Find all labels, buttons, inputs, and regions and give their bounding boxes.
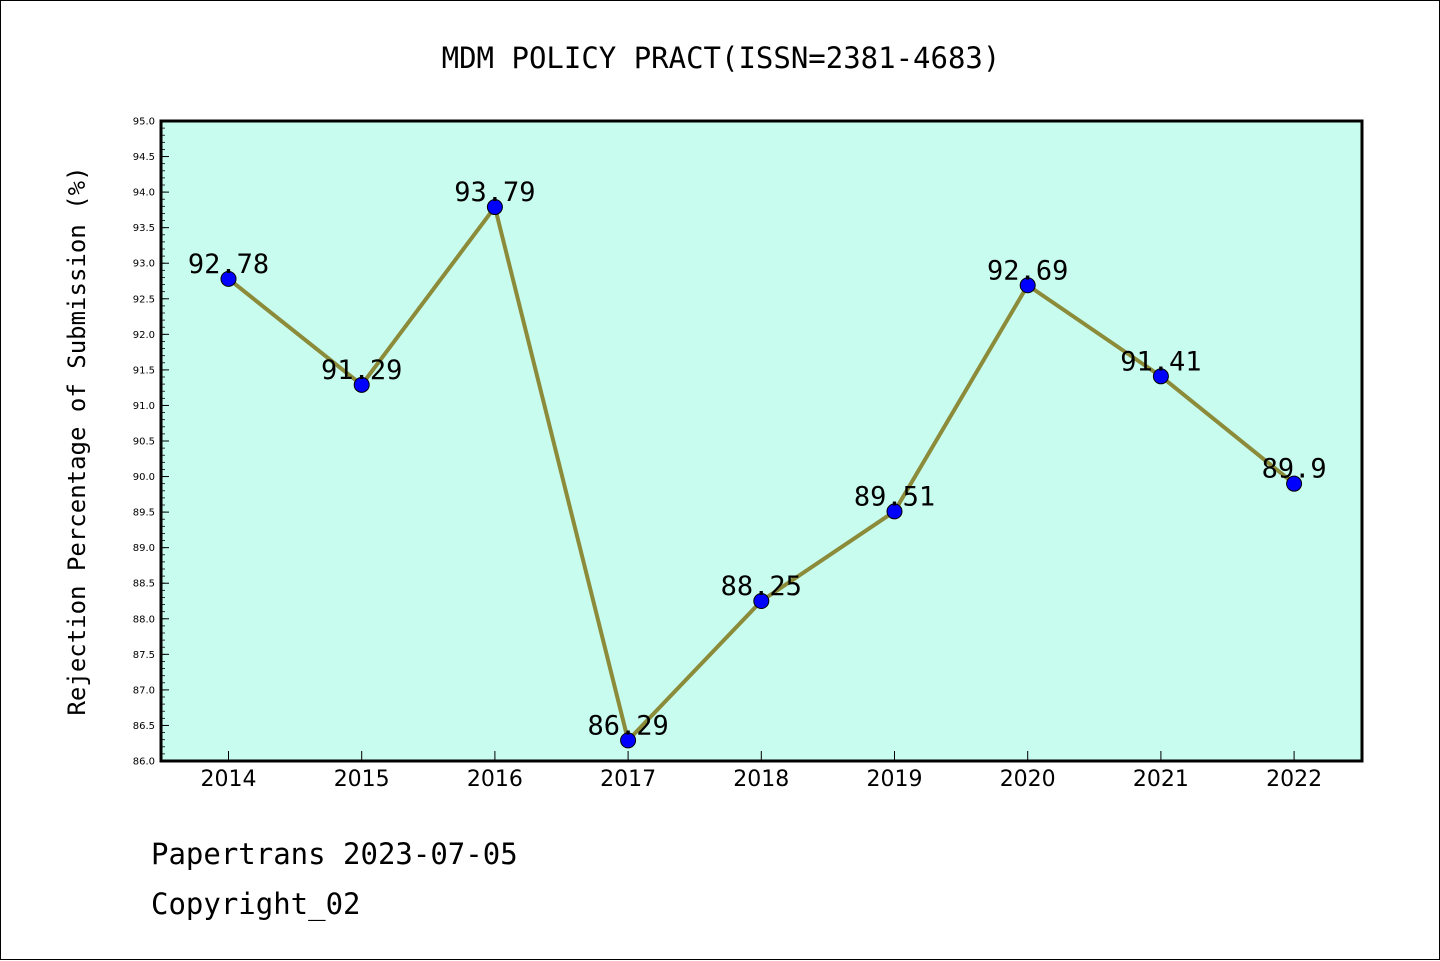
chart-title: MDM POLICY PRACT(ISSN=2381-4683) (442, 41, 1001, 75)
y-axis-title: Rejection Percentage of Submission (%) (63, 166, 91, 715)
x-tick-label: 2019 (867, 767, 923, 792)
y-tick-label: 88.5 (133, 579, 155, 590)
y-tick-label: 92.0 (133, 330, 155, 341)
x-tick-label: 2015 (334, 767, 390, 792)
y-tick-label: 94.5 (133, 152, 155, 163)
x-axis: 2014 2015 2016 2017 2018 2019 2020 2021 2022 (201, 751, 1322, 792)
data-labels: 92.78 91.29 93.79 86.29 88.25 89.51 92.69 91.41… (188, 177, 1327, 741)
data-label: 88.25 (721, 571, 802, 602)
y-axis: 86.0 86.5 87.0 87.5 88.0 88.5 89.0 89.5 90.0 90.5… (133, 117, 169, 768)
y-tick-label: 88.0 (133, 614, 155, 625)
data-label: 89.9 (1262, 454, 1327, 485)
data-point (353, 376, 370, 393)
y-tick-label: 91.5 (133, 365, 155, 376)
data-label: 89.51 (854, 481, 935, 512)
data-markers (220, 199, 1303, 749)
data-point (1019, 277, 1036, 294)
y-tick-label: 95.0 (133, 117, 155, 128)
data-label: 86.29 (587, 710, 668, 741)
data-point (1152, 368, 1169, 385)
y-tick-label: 86.5 (133, 721, 155, 732)
x-tick-label: 2014 (201, 767, 257, 792)
y-tick-label: 86.0 (133, 757, 155, 768)
y-tick-label: 92.5 (133, 294, 155, 305)
y-tick-label: 89.5 (133, 508, 155, 519)
y-tick-label: 87.0 (133, 685, 155, 696)
data-label: 91.41 (1120, 346, 1201, 377)
data-label: 92.78 (188, 249, 269, 280)
data-point (486, 199, 503, 216)
data-label: 91.29 (321, 355, 402, 386)
data-label: 92.69 (987, 255, 1068, 286)
y-tick-label: 93.0 (133, 259, 155, 270)
x-tick-label: 2016 (467, 767, 523, 792)
footer-date: Papertrans 2023-07-05 (151, 837, 518, 871)
y-tick-label: 90.0 (133, 472, 155, 483)
x-tick-label: 2022 (1266, 767, 1322, 792)
x-tick-label: 2018 (733, 767, 789, 792)
data-point (1286, 475, 1303, 492)
x-tick-label: 2020 (1000, 767, 1056, 792)
data-point (220, 270, 237, 287)
data-point (620, 732, 637, 749)
x-tick-label: 2021 (1133, 767, 1189, 792)
y-tick-label: 93.5 (133, 223, 155, 234)
x-tick-label: 2017 (600, 767, 656, 792)
data-point (886, 503, 903, 520)
y-tick-label: 90.5 (133, 437, 155, 448)
data-label: 93.79 (454, 177, 535, 208)
footer-copyright: Copyright_02 (151, 887, 361, 921)
data-point (753, 593, 770, 609)
y-tick-label: 94.0 (133, 188, 155, 199)
y-tick-label: 89.0 (133, 543, 155, 554)
plot-area (159, 119, 1364, 763)
y-tick-label: 91.0 (133, 401, 155, 412)
y-tick-label: 87.5 (133, 650, 155, 661)
